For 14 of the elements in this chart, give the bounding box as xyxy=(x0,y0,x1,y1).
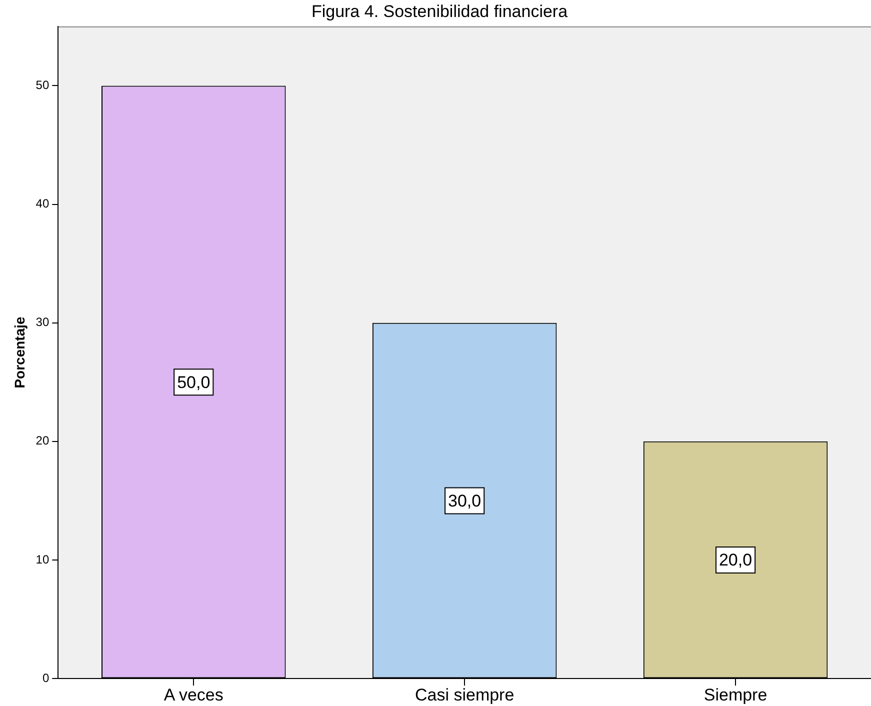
y-tick-label: 20 xyxy=(36,434,50,448)
data-label: 20,0 xyxy=(718,550,752,570)
y-tick-label: 30 xyxy=(36,315,50,330)
x-tick-label: A veces xyxy=(164,685,224,704)
x-tick-label: Siempre xyxy=(704,685,768,704)
y-tick-label: 10 xyxy=(36,552,50,566)
data-label: 50,0 xyxy=(177,372,210,392)
y-tick-label: 0 xyxy=(42,670,50,685)
y-tick-label: 40 xyxy=(36,196,50,211)
x-tick-label: Casi siempre xyxy=(414,685,514,704)
data-label: 30,0 xyxy=(448,491,482,510)
y-tick-label: 50 xyxy=(36,78,50,92)
chart-title: Figura 4. Sostenibilidad financiera xyxy=(311,2,568,21)
y-axis-title: Porcentaje xyxy=(11,316,28,388)
